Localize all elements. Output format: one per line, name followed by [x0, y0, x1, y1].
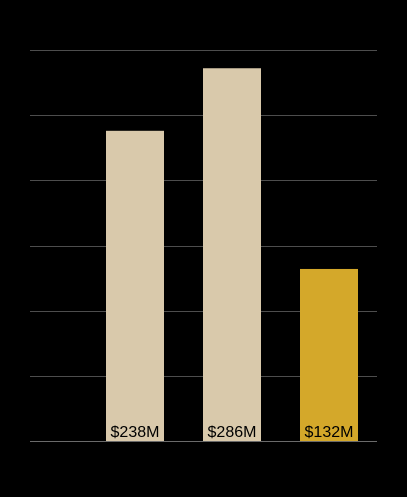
bar-1 — [106, 130, 164, 441]
data-label-1: $238M — [111, 424, 160, 441]
bars-group — [106, 68, 358, 441]
data-label-2: $286M — [208, 424, 257, 441]
bar-3 — [300, 268, 358, 441]
bar-2 — [203, 68, 261, 441]
data-label-3: $132M — [305, 424, 354, 441]
data-labels-group: $238M $286M $132M — [111, 424, 354, 441]
